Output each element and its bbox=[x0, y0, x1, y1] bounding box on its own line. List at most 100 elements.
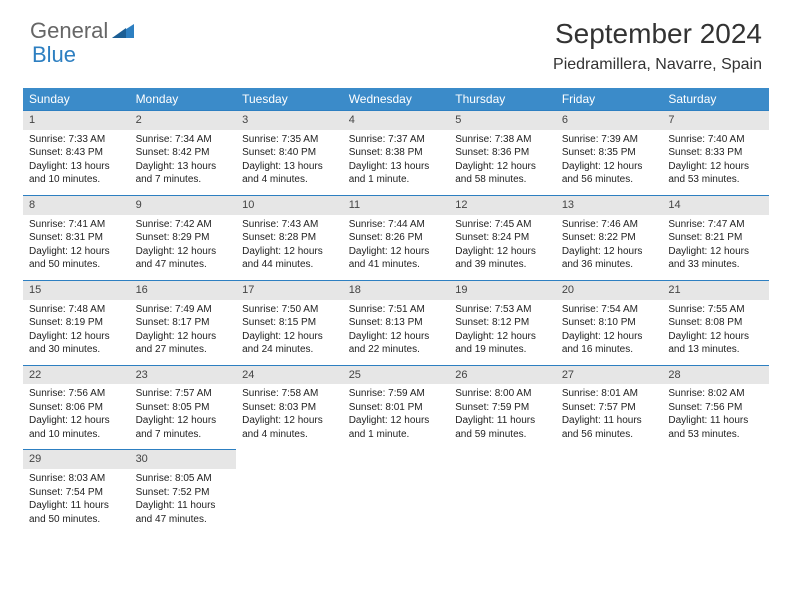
sunset-text: Sunset: 8:42 PM bbox=[136, 146, 231, 160]
day-number: 11 bbox=[343, 195, 450, 215]
day-body: Sunrise: 7:54 AMSunset: 8:10 PMDaylight:… bbox=[556, 300, 663, 365]
calendar-day-cell: 11Sunrise: 7:44 AMSunset: 8:26 PMDayligh… bbox=[343, 195, 450, 280]
calendar-day-cell: 17Sunrise: 7:50 AMSunset: 8:15 PMDayligh… bbox=[236, 280, 343, 365]
calendar-day-cell: 12Sunrise: 7:45 AMSunset: 8:24 PMDayligh… bbox=[449, 195, 556, 280]
calendar-day-cell: 23Sunrise: 7:57 AMSunset: 8:05 PMDayligh… bbox=[130, 365, 237, 450]
day-number: 18 bbox=[343, 280, 450, 300]
sunset-text: Sunset: 8:33 PM bbox=[668, 146, 763, 160]
calendar-week-row: 8Sunrise: 7:41 AMSunset: 8:31 PMDaylight… bbox=[23, 195, 769, 280]
sunset-text: Sunset: 8:43 PM bbox=[29, 146, 124, 160]
day-number: 12 bbox=[449, 195, 556, 215]
calendar-day-cell: 24Sunrise: 7:58 AMSunset: 8:03 PMDayligh… bbox=[236, 365, 343, 450]
calendar-day-cell: 30Sunrise: 8:05 AMSunset: 7:52 PMDayligh… bbox=[130, 449, 237, 534]
sunrise-text: Sunrise: 8:02 AM bbox=[668, 387, 763, 401]
calendar-day-cell: 22Sunrise: 7:56 AMSunset: 8:06 PMDayligh… bbox=[23, 365, 130, 450]
daylight-text: Daylight: 13 hours and 1 minute. bbox=[349, 160, 444, 187]
calendar-day-cell: 10Sunrise: 7:43 AMSunset: 8:28 PMDayligh… bbox=[236, 195, 343, 280]
calendar-table: Sunday Monday Tuesday Wednesday Thursday… bbox=[23, 88, 769, 534]
sunrise-text: Sunrise: 7:48 AM bbox=[29, 303, 124, 317]
calendar-week-row: 29Sunrise: 8:03 AMSunset: 7:54 PMDayligh… bbox=[23, 449, 769, 534]
day-body: Sunrise: 7:51 AMSunset: 8:13 PMDaylight:… bbox=[343, 300, 450, 365]
calendar-day-cell: .. bbox=[236, 449, 343, 534]
sunrise-text: Sunrise: 8:00 AM bbox=[455, 387, 550, 401]
day-number: 29 bbox=[23, 449, 130, 469]
day-number: 16 bbox=[130, 280, 237, 300]
sunset-text: Sunset: 8:21 PM bbox=[668, 231, 763, 245]
day-body: Sunrise: 7:39 AMSunset: 8:35 PMDaylight:… bbox=[556, 130, 663, 195]
calendar-day-cell: 18Sunrise: 7:51 AMSunset: 8:13 PMDayligh… bbox=[343, 280, 450, 365]
sunset-text: Sunset: 7:56 PM bbox=[668, 401, 763, 415]
daylight-text: Daylight: 12 hours and 7 minutes. bbox=[136, 414, 231, 441]
month-title: September 2024 bbox=[553, 18, 762, 50]
logo: General bbox=[30, 18, 136, 44]
sunrise-text: Sunrise: 7:56 AM bbox=[29, 387, 124, 401]
day-body: Sunrise: 7:44 AMSunset: 8:26 PMDaylight:… bbox=[343, 215, 450, 280]
sunset-text: Sunset: 8:06 PM bbox=[29, 401, 124, 415]
calendar-day-cell: 29Sunrise: 8:03 AMSunset: 7:54 PMDayligh… bbox=[23, 449, 130, 534]
day-number: 2 bbox=[130, 110, 237, 130]
weekday-header: Sunday bbox=[23, 88, 130, 110]
calendar-day-cell: .. bbox=[449, 449, 556, 534]
day-body: Sunrise: 7:48 AMSunset: 8:19 PMDaylight:… bbox=[23, 300, 130, 365]
day-body: Sunrise: 7:46 AMSunset: 8:22 PMDaylight:… bbox=[556, 215, 663, 280]
daylight-text: Daylight: 11 hours and 47 minutes. bbox=[136, 499, 231, 526]
day-body: Sunrise: 8:02 AMSunset: 7:56 PMDaylight:… bbox=[662, 384, 769, 449]
day-body: Sunrise: 7:49 AMSunset: 8:17 PMDaylight:… bbox=[130, 300, 237, 365]
daylight-text: Daylight: 12 hours and 16 minutes. bbox=[562, 330, 657, 357]
day-number: 17 bbox=[236, 280, 343, 300]
day-number: 13 bbox=[556, 195, 663, 215]
calendar-day-cell: 8Sunrise: 7:41 AMSunset: 8:31 PMDaylight… bbox=[23, 195, 130, 280]
day-body: Sunrise: 7:56 AMSunset: 8:06 PMDaylight:… bbox=[23, 384, 130, 449]
sunset-text: Sunset: 8:26 PM bbox=[349, 231, 444, 245]
logo-text-general: General bbox=[30, 18, 108, 44]
sunset-text: Sunset: 8:03 PM bbox=[242, 401, 337, 415]
calendar-day-cell: 25Sunrise: 7:59 AMSunset: 8:01 PMDayligh… bbox=[343, 365, 450, 450]
day-body: Sunrise: 7:59 AMSunset: 8:01 PMDaylight:… bbox=[343, 384, 450, 449]
day-number: 20 bbox=[556, 280, 663, 300]
weekday-header: Monday bbox=[130, 88, 237, 110]
sunset-text: Sunset: 8:10 PM bbox=[562, 316, 657, 330]
page-header: General September 2024 Piedramillera, Na… bbox=[0, 0, 792, 82]
sunset-text: Sunset: 8:38 PM bbox=[349, 146, 444, 160]
day-number: 21 bbox=[662, 280, 769, 300]
day-body: Sunrise: 7:33 AMSunset: 8:43 PMDaylight:… bbox=[23, 130, 130, 195]
sunset-text: Sunset: 7:59 PM bbox=[455, 401, 550, 415]
sunset-text: Sunset: 8:35 PM bbox=[562, 146, 657, 160]
day-number: 30 bbox=[130, 449, 237, 469]
sunset-text: Sunset: 8:15 PM bbox=[242, 316, 337, 330]
calendar-day-cell: 14Sunrise: 7:47 AMSunset: 8:21 PMDayligh… bbox=[662, 195, 769, 280]
daylight-text: Daylight: 12 hours and 19 minutes. bbox=[455, 330, 550, 357]
day-body: Sunrise: 7:55 AMSunset: 8:08 PMDaylight:… bbox=[662, 300, 769, 365]
calendar-day-cell: .. bbox=[556, 449, 663, 534]
sunset-text: Sunset: 8:40 PM bbox=[242, 146, 337, 160]
sunrise-text: Sunrise: 7:50 AM bbox=[242, 303, 337, 317]
day-body: Sunrise: 7:58 AMSunset: 8:03 PMDaylight:… bbox=[236, 384, 343, 449]
sunrise-text: Sunrise: 8:01 AM bbox=[562, 387, 657, 401]
daylight-text: Daylight: 12 hours and 56 minutes. bbox=[562, 160, 657, 187]
sunset-text: Sunset: 8:24 PM bbox=[455, 231, 550, 245]
sunrise-text: Sunrise: 7:51 AM bbox=[349, 303, 444, 317]
sunset-text: Sunset: 7:57 PM bbox=[562, 401, 657, 415]
day-body: Sunrise: 7:53 AMSunset: 8:12 PMDaylight:… bbox=[449, 300, 556, 365]
daylight-text: Daylight: 11 hours and 56 minutes. bbox=[562, 414, 657, 441]
day-number: 15 bbox=[23, 280, 130, 300]
sunset-text: Sunset: 7:54 PM bbox=[29, 486, 124, 500]
daylight-text: Daylight: 12 hours and 36 minutes. bbox=[562, 245, 657, 272]
day-number: 1 bbox=[23, 110, 130, 130]
daylight-text: Daylight: 12 hours and 33 minutes. bbox=[668, 245, 763, 272]
calendar-week-row: 22Sunrise: 7:56 AMSunset: 8:06 PMDayligh… bbox=[23, 365, 769, 450]
day-body: Sunrise: 8:03 AMSunset: 7:54 PMDaylight:… bbox=[23, 469, 130, 534]
calendar-day-cell: 26Sunrise: 8:00 AMSunset: 7:59 PMDayligh… bbox=[449, 365, 556, 450]
day-number: 26 bbox=[449, 365, 556, 385]
day-body: Sunrise: 7:47 AMSunset: 8:21 PMDaylight:… bbox=[662, 215, 769, 280]
calendar-day-cell: 15Sunrise: 7:48 AMSunset: 8:19 PMDayligh… bbox=[23, 280, 130, 365]
sunrise-text: Sunrise: 7:54 AM bbox=[562, 303, 657, 317]
day-body: Sunrise: 8:01 AMSunset: 7:57 PMDaylight:… bbox=[556, 384, 663, 449]
daylight-text: Daylight: 12 hours and 13 minutes. bbox=[668, 330, 763, 357]
sunset-text: Sunset: 8:13 PM bbox=[349, 316, 444, 330]
day-number: 25 bbox=[343, 365, 450, 385]
sunrise-text: Sunrise: 7:57 AM bbox=[136, 387, 231, 401]
calendar-day-cell: 3Sunrise: 7:35 AMSunset: 8:40 PMDaylight… bbox=[236, 110, 343, 195]
day-body: Sunrise: 8:05 AMSunset: 7:52 PMDaylight:… bbox=[130, 469, 237, 534]
calendar-week-row: 1Sunrise: 7:33 AMSunset: 8:43 PMDaylight… bbox=[23, 110, 769, 195]
